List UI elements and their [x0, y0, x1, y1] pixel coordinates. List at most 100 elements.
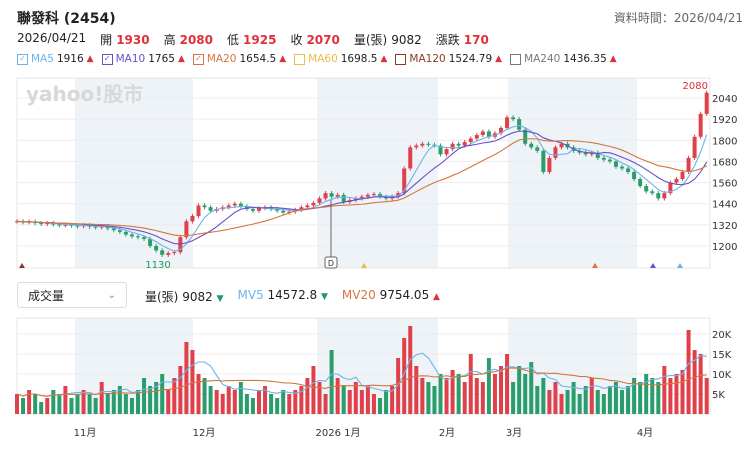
volume-bar — [492, 374, 497, 414]
volume-bar — [105, 394, 110, 414]
volume-bar — [662, 366, 667, 414]
volume-bar — [468, 354, 473, 414]
volume-bar — [263, 386, 268, 414]
candle — [378, 194, 382, 197]
candle — [420, 143, 425, 146]
candle — [208, 207, 213, 211]
volume-bar — [27, 390, 32, 414]
up-triangle-icon: ▲ — [495, 54, 503, 64]
volume-bar — [438, 374, 443, 414]
ma-toggle-ma120[interactable]: MA120 1524.79 ▲ — [395, 53, 502, 65]
candle — [232, 203, 237, 206]
candle — [511, 117, 516, 120]
ma-toggle-ma60[interactable]: MA60 1698.5 ▲ — [294, 53, 387, 65]
ma-value: 1698.5 — [340, 53, 378, 65]
volume-bar — [420, 378, 425, 414]
candle — [547, 157, 552, 172]
x-axis-label: 4月 — [637, 427, 653, 439]
volume-bar — [626, 386, 631, 414]
candle — [275, 209, 280, 211]
low-label: 低 — [227, 33, 240, 47]
candle — [329, 193, 334, 197]
volume-bar — [244, 394, 249, 414]
candle — [426, 143, 431, 145]
candle — [674, 179, 679, 183]
price-tick-label: 1560 — [712, 179, 737, 190]
candle — [365, 194, 370, 197]
ma-value: 1436.35 — [563, 53, 607, 65]
volume-bar — [166, 390, 171, 414]
event-marker[interactable] — [324, 256, 338, 269]
volume-bar — [154, 382, 159, 414]
candle — [69, 224, 74, 226]
candle — [311, 202, 316, 206]
candle — [402, 168, 407, 194]
candle — [287, 211, 292, 213]
volume-bar — [511, 382, 516, 414]
ma-toggle-ma240[interactable]: MA240 1436.35 ▲ — [510, 53, 617, 65]
candle — [444, 149, 449, 155]
quote-date: 2026/04/21 — [17, 31, 87, 45]
ma-name: MA240 — [524, 53, 561, 65]
data-time: 資料時間：2026/04/21 — [613, 11, 743, 25]
checkbox-icon[interactable] — [294, 53, 306, 65]
ma-toggle-ma20[interactable]: ✓ MA20 1654.5 ▲ — [192, 53, 286, 65]
volume-bar — [486, 358, 491, 414]
volume-bar — [565, 390, 570, 414]
candle — [632, 172, 637, 180]
volume-bar — [480, 382, 485, 414]
vol-label: 量(張) — [145, 290, 179, 304]
volume-bar — [601, 394, 606, 414]
volume-bar — [644, 374, 649, 414]
candle — [613, 161, 618, 167]
mv20-value: 9754.05 — [379, 288, 430, 302]
volume-bar — [650, 378, 655, 414]
volume-bar — [178, 366, 183, 414]
shaded-band — [75, 78, 193, 268]
candle — [160, 250, 165, 255]
price-tick-label: 1320 — [712, 221, 737, 232]
quote-row: 2026/04/21 開 1930 高 2080 低 1925 收 2070 量(張) 9… — [17, 31, 489, 48]
ma-value: 1765 — [148, 53, 175, 65]
candle — [474, 135, 479, 139]
checkbox-icon[interactable]: ✓ — [17, 53, 28, 65]
ma-toggle-ma10[interactable]: ✓ MA10 1765 ▲ — [101, 53, 185, 65]
volume-bar — [45, 398, 50, 414]
signal-triangle-icon — [650, 263, 656, 268]
volume-bar — [402, 338, 407, 414]
volume-bar — [142, 378, 147, 414]
checkbox-icon[interactable]: ✓ — [101, 53, 113, 65]
candle — [626, 168, 631, 172]
indicator-select[interactable]: 成交量 ⌄ — [17, 282, 127, 308]
candle — [607, 159, 612, 162]
candle — [480, 131, 485, 135]
checkbox-icon[interactable]: ✓ — [192, 53, 204, 65]
candle — [680, 172, 685, 180]
candle — [438, 145, 443, 155]
candle — [142, 237, 147, 239]
volume-tick-label: 20K — [712, 330, 732, 341]
volume-bar — [160, 374, 165, 414]
ma10-line — [16, 130, 708, 245]
volume-bar — [293, 390, 298, 414]
volume-bar — [257, 390, 261, 414]
vol-value: 9082 — [182, 290, 213, 304]
candle — [523, 129, 528, 144]
candle — [553, 147, 558, 158]
candle — [154, 246, 159, 251]
up-triangle-icon: ▲ — [86, 54, 94, 64]
candle — [148, 238, 153, 246]
volume-bar — [347, 390, 352, 414]
ma-value: 1654.5 — [239, 53, 277, 65]
checkbox-icon[interactable] — [510, 53, 522, 65]
candle — [499, 127, 503, 134]
checkbox-icon[interactable] — [395, 53, 407, 65]
candle — [123, 231, 128, 235]
volume-bar — [281, 390, 286, 414]
price-tick-label: 1920 — [712, 115, 737, 126]
volume-bar — [414, 366, 419, 414]
volume-bar — [571, 382, 576, 414]
x-axis-label: 2026 1月 — [316, 427, 361, 439]
ma-toggle-ma5[interactable]: ✓ MA5 1916 ▲ — [17, 53, 94, 65]
